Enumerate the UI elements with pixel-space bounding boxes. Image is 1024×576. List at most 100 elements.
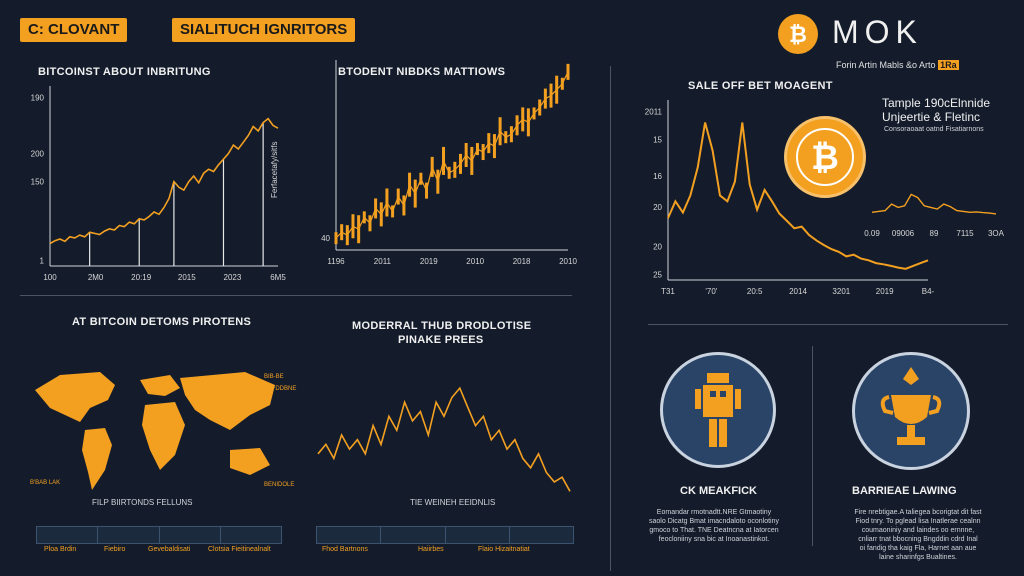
map-filter-2[interactable]: [98, 527, 160, 543]
header-subtitle: Forin Artin Mabls &o Arto 1Ra: [836, 60, 959, 70]
svg-inset-xtick-4: 3OA: [988, 229, 1005, 238]
robot-icon: [695, 373, 741, 447]
map-filter-label-3: Gevebaldisati: [148, 546, 191, 553]
svg-c2-xtick-0: 1196: [327, 257, 345, 266]
feature-left-badge: [660, 352, 776, 468]
volatility-filter-row: [316, 526, 574, 544]
svg-inset-xtick-0: 0.09: [864, 229, 880, 238]
panel-line-1: Tample 190cElnnide: [882, 96, 991, 110]
map-filter-label-1: Ploa Brdin: [44, 546, 77, 553]
svg-c1-series-line: [49, 117, 279, 245]
vol-filter-1[interactable]: [317, 527, 382, 543]
map-filter-1[interactable]: [37, 527, 99, 543]
vol-filter-3[interactable]: [446, 527, 510, 543]
feature-right-badge: [852, 352, 970, 470]
map-label-1: B'BAB LAK: [30, 480, 61, 486]
svg-c3-ytick-4: 20: [653, 242, 662, 251]
chart3-title: SALE OFF BET MOAGENT: [688, 80, 833, 92]
svg-c3-xtick-5: 2019: [876, 287, 894, 296]
svg-inset-xtick-2: 89: [930, 229, 939, 238]
vol-filter-2[interactable]: [381, 527, 446, 543]
chart1-title: BITCOINST ABOUT INBRITUNG: [38, 66, 211, 78]
svg-c3-ytick-5: 25: [653, 270, 662, 279]
svg-text:₿: ₿: [789, 22, 807, 47]
header-tag-1: C: CLOVANT: [20, 18, 128, 42]
divider-left-middle: [20, 295, 572, 296]
svg-c3-xtick-0: T31: [661, 287, 675, 296]
map-filter-label-4: Clotsia Fieitinealnalt: [208, 546, 271, 553]
world-map: [35, 372, 275, 490]
svg-c1-ytick-2: 150: [31, 178, 45, 187]
svg-c3-xtick-3: 2014: [789, 287, 807, 296]
brand-text: MO: [832, 14, 896, 50]
svg-inset-xtick-1: 09006: [892, 229, 915, 238]
svg-c2-xtick-2: 2019: [420, 257, 438, 266]
chart2-title: BTODENT NIBDKS MATTIOWS: [338, 66, 506, 78]
svg-c3-xtick-1: '70': [705, 287, 717, 296]
svg-c1-xtick-0: 100: [43, 273, 57, 282]
header-subtitle-badge: 1Ra: [938, 60, 959, 70]
svg-c3-xtick-4: 3201: [832, 287, 850, 296]
map-title: AT BITCOIN DETOMS PIROTENS: [72, 316, 252, 328]
svg-c2-xtick-3: 2010: [466, 257, 484, 266]
svg-c1-ytick-0: 190: [31, 93, 45, 102]
svg-c3-xtick-6: B4-: [922, 287, 935, 296]
svg-inset-series-line: [871, 193, 997, 215]
map-caption: FILP BIIRTONDS FELLUNS: [92, 498, 193, 507]
divider-vertical: [610, 66, 611, 571]
header-subtitle-text: Forin Artin Mabls &o Arto: [836, 60, 936, 70]
feature-left-text: Eomandar rmotnadtt.NRE Gtmaotiny saolo D…: [649, 509, 779, 543]
feature-right-text: Fire nrebtigae.A taliegea bcorigtat dit …: [854, 509, 982, 561]
map-label-2: BIB-BE: [264, 374, 284, 380]
svg-c1-xtick-2: 20:19: [131, 273, 152, 282]
svg-text:₿: ₿: [811, 139, 839, 177]
map-label-4: BENIDOLE: [264, 482, 295, 488]
map-filter-label-2: Fiebiro: [104, 546, 126, 553]
volatility-label-3: Flaio Hizaitnatiat: [478, 546, 530, 553]
svg-c3-ytick-1: 15: [653, 135, 662, 144]
svg-c3-ytick-2: 16: [653, 172, 662, 181]
header-tag-2: SIALITUCH IGNRITORS: [172, 18, 356, 42]
map-filter-3[interactable]: [160, 527, 221, 543]
chart4-title: MODERRAL THUB DRODLOTISE: [352, 320, 532, 332]
svg-c3-series-line: [667, 122, 929, 270]
svg-c3-xtick-2: 20:5: [747, 287, 763, 296]
brand-suffix: K: [895, 14, 923, 50]
svg-c2-xtick-4: 2018: [513, 257, 531, 266]
svg-c1-ytick-1: 200: [31, 150, 45, 159]
brand-name: MOK: [832, 14, 923, 51]
svg-c1-xtick-5: 6M5: [270, 273, 286, 282]
svg-c1-xtick-4: 2023: [224, 273, 242, 282]
feature-left-title: CK MEAKFICK: [680, 485, 757, 497]
bitcoin-logo-icon: ₿: [778, 14, 818, 54]
svg-c1-xtick-3: 2015: [178, 273, 196, 282]
map-label-3: FEFDDBNE: [264, 386, 297, 392]
svg-c2-xtick-1: 2011: [374, 257, 392, 266]
svg-inset-xtick-3: 7115: [956, 229, 974, 238]
chart4-subtitle: PINAKE PREES: [398, 334, 484, 346]
svg-c2-ytick-0: 40: [321, 234, 330, 243]
feature-right-title: BARRIEAE LAWING: [852, 485, 957, 497]
panel-line-2: Unjeertie & Fletinc: [882, 110, 981, 124]
volatility-label-1: Fhod Bartnons: [322, 546, 368, 553]
svg-c1-xtick-1: 2M0: [88, 273, 104, 282]
divider-right-middle: [648, 324, 1008, 325]
svg-c2-series-line: [335, 71, 569, 239]
volatility-caption: TIE WEINEH EEIDNLIS: [410, 498, 496, 507]
vol-filter-4[interactable]: [510, 527, 573, 543]
svg-c3-ytick-3: 20: [653, 203, 662, 212]
bitcoin-coin-icon: ₿: [784, 116, 866, 198]
volatility-label-2: Haiirbes: [418, 546, 444, 553]
svg-c1-ytick-3: 1: [40, 256, 45, 265]
svg-c4-series-line: [317, 386, 571, 492]
svg-c2-xtick-5: 2010: [559, 257, 577, 266]
svg-c2-candle-0: [334, 232, 338, 245]
svg-c3-ytick-0: 2011: [645, 107, 663, 116]
panel-line-3: Consoraoaat oatnd Fisatiarnons: [884, 126, 984, 133]
divider-features: [812, 346, 813, 546]
